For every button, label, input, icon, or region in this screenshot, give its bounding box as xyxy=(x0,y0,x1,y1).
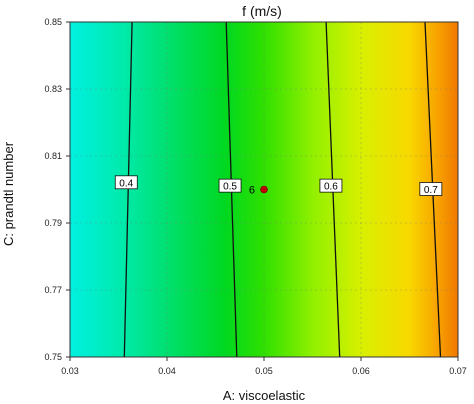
contour-label-text: 0.4 xyxy=(119,178,133,189)
y-axis-title: C: prandtl number xyxy=(1,141,16,246)
contour-label-box xyxy=(419,182,443,196)
contour-label-0.6: 0.6 xyxy=(319,178,343,193)
y-tick-label: 0.83 xyxy=(44,84,62,94)
contour-label-text: 0.7 xyxy=(424,185,438,196)
contour-label-layer: 0.4 0.5 0.6 0.7 xyxy=(114,175,443,196)
x-tick-label: 0.05 xyxy=(255,366,273,376)
design-point-marker xyxy=(260,185,268,194)
x-tick-label: 0.07 xyxy=(449,366,467,376)
contour-label-0.5: 0.5 xyxy=(218,178,242,193)
y-tick-label: 0.81 xyxy=(44,151,62,161)
contour-label-0.4: 0.4 xyxy=(114,175,138,190)
y-tick-label: 0.77 xyxy=(44,285,62,295)
design-point-label: 6 xyxy=(249,185,255,197)
contour-label-0.7: 0.7 xyxy=(419,182,443,196)
x-axis-title: A: viscoelastic xyxy=(223,388,306,403)
y-tick-label: 0.85 xyxy=(44,17,62,27)
contour-label-box xyxy=(114,175,138,190)
y-tick-label: 0.75 xyxy=(44,352,62,362)
contour-label-box xyxy=(218,178,242,193)
x-tick-label: 0.04 xyxy=(158,366,176,376)
contour-line-0.4 xyxy=(123,21,133,358)
x-tick-label: 0.03 xyxy=(61,366,79,376)
grid-layer xyxy=(70,22,458,357)
tick-layer: 0.03 0.04 0.05 0.06 0.07 0.75 0.77 0.79 0.81 0.83… xyxy=(44,17,466,376)
contour-label-text: 0.5 xyxy=(223,182,237,193)
design-point-layer: 6 xyxy=(249,185,268,197)
y-tick-label: 0.79 xyxy=(44,218,62,228)
chart-title: f (m/s) xyxy=(242,3,282,19)
contour-label-box xyxy=(319,178,343,193)
x-tick-label: 0.06 xyxy=(352,366,370,376)
contour-label-text: 0.6 xyxy=(324,182,338,193)
